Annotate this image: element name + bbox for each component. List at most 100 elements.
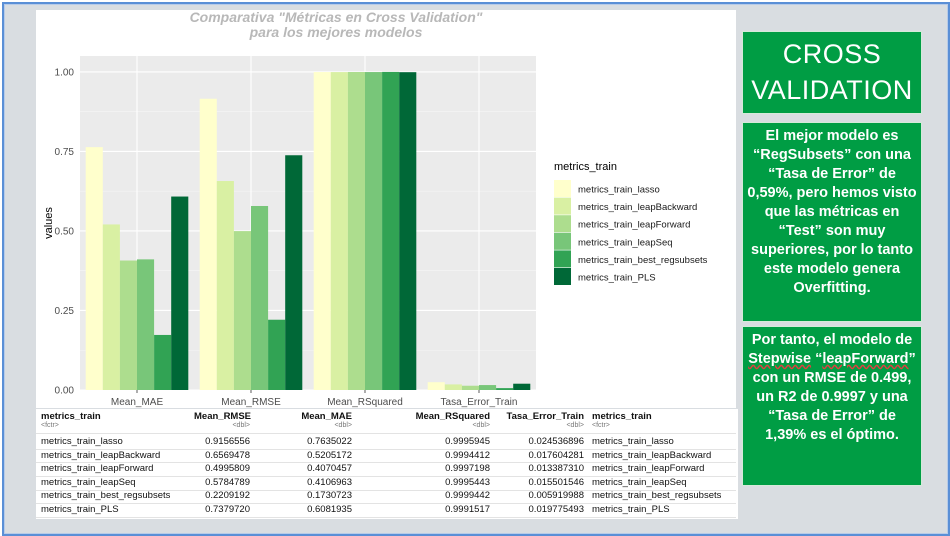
conclusion-text-leapforward: leapForward: [822, 351, 909, 367]
bar-metrics_train_PLS-Tasa_Error_Train: [513, 383, 531, 390]
conclusion-text-2c: ” con un RMSE de 0.499, un R2 de 0.9997 …: [752, 351, 916, 443]
bar-metrics_train_leapForward-Mean_MAE: [119, 260, 137, 390]
bar-metrics_train_leapSeq-Mean_MAE: [137, 259, 155, 390]
bar-metrics_train_leapForward-Mean_RMSE: [233, 231, 251, 390]
table-header-divider: [36, 433, 736, 434]
table-header-type: <dbl>: [334, 422, 352, 429]
bar-metrics_train_lasso-Mean_RSquared: [313, 72, 331, 390]
chart-title-line1: Comparativa "Métricas en Cross Validatio…: [189, 9, 483, 25]
legend-swatch-metrics_train_best_regsubsets: [554, 250, 571, 268]
y-tick-label: 0.25: [55, 306, 75, 317]
table-cell: 0.9997198: [445, 463, 490, 475]
table-cell: metrics_train_PLS: [41, 504, 119, 515]
bar-metrics_train_best_regsubsets-Tasa_Error_Train: [496, 388, 514, 390]
table-cell: 0.017604281: [528, 449, 584, 461]
table-header-type: <fctr>: [41, 422, 59, 429]
table-header: metrics_train: [592, 411, 652, 422]
y-tick-label: 0.50: [55, 226, 75, 237]
table-header-type: <dbl>: [566, 422, 584, 429]
bar-metrics_train_leapBackward-Tasa_Error_Train: [444, 384, 462, 390]
table-cell: 0.019775493: [528, 504, 584, 515]
table-cell: 0.4995809: [205, 463, 250, 475]
bar-metrics_train_leapSeq-Mean_RMSE: [251, 205, 269, 390]
legend-label: metrics_train_leapBackward: [578, 202, 697, 213]
table-cell: 0.013387310: [528, 463, 584, 475]
y-tick-label: 1.00: [55, 67, 75, 78]
table-cell: metrics_train_leapBackward: [41, 449, 161, 461]
y-tick-label: 0.75: [55, 147, 75, 158]
bar-metrics_train_lasso-Mean_RMSE: [199, 98, 217, 390]
table-header: metrics_train: [41, 411, 101, 422]
table-cell: 0.7635022: [307, 436, 352, 447]
table-cell: 0.5784789: [205, 476, 250, 488]
bar-metrics_train_leapBackward-Mean_MAE: [102, 224, 120, 390]
chart-title: Comparativa "Métricas en Cross Validatio…: [36, 10, 636, 40]
y-axis-label: values: [43, 207, 55, 239]
legend-swatch-metrics_train_leapSeq: [554, 232, 571, 250]
y-tick-label: 0.00: [55, 386, 75, 397]
side-title-box: CROSS VALIDATION: [742, 31, 922, 114]
table-cell: metrics_train_leapSeq: [41, 476, 136, 488]
bar-metrics_train_PLS-Mean_RMSE: [285, 155, 303, 390]
x-tick-label: Mean_RSquared: [327, 397, 403, 408]
table-cell: 0.9991517: [445, 504, 490, 515]
table-header: Tasa_Error_Train: [506, 411, 584, 422]
table-cell: 0.9995945: [445, 436, 490, 447]
bar-metrics_train_leapBackward-Mean_RMSE: [216, 181, 234, 390]
table-header: Mean_RMSE: [194, 411, 252, 422]
legend-swatch-metrics_train_lasso: [554, 180, 571, 197]
legend-label: metrics_train_lasso: [578, 185, 660, 196]
bar-metrics_train_PLS-Mean_RSquared: [399, 72, 417, 390]
table-row-divider: [36, 503, 736, 505]
table-cell: 0.015501546: [528, 476, 584, 488]
bar-chart: 0.00 0.25 0.50 0.75 1.00 Mean_MAE Mean_RMSE Mea…: [43, 56, 708, 408]
table-cell: metrics_train_lasso: [592, 436, 674, 447]
legend-title: metrics_train: [554, 161, 617, 173]
table-cell: 0.4106963: [307, 476, 352, 488]
table-cell: metrics_train_leapForward: [592, 463, 705, 475]
bar-metrics_train_leapBackward-Mean_RSquared: [330, 72, 348, 390]
x-tick-label: Mean_RMSE: [221, 397, 281, 408]
table-cell: metrics_train_leapBackward: [592, 449, 712, 461]
table-header: Mean_MAE: [301, 411, 352, 422]
bar-metrics_train_lasso-Mean_MAE: [85, 147, 103, 390]
legend-label: metrics_train_best_regsubsets: [578, 255, 708, 266]
table-cell: 0.9156556: [205, 436, 250, 447]
table-cell: metrics_train_leapForward: [41, 463, 154, 475]
table-cell: 0.2209192: [205, 490, 250, 502]
chart-panel: Comparativa "Métricas en Cross Validatio…: [36, 10, 736, 408]
table-cell: metrics_train_best_regsubsets: [41, 490, 171, 502]
bar-metrics_train_leapSeq-Mean_RSquared: [365, 72, 383, 390]
bar-metrics_train_PLS-Mean_MAE: [171, 196, 189, 390]
side-title-line2: VALIDATION: [751, 75, 913, 105]
table-cell: 0.005919988: [528, 490, 584, 502]
table-row-divider: [36, 476, 736, 477]
table-cell: 0.6081935: [307, 504, 352, 515]
table-row-divider: [36, 516, 736, 518]
table-header: Mean_RSquared: [415, 411, 490, 422]
x-tick-label: Mean_MAE: [111, 397, 164, 408]
table-cell: metrics_train_best_regsubsets: [592, 490, 722, 502]
side-title-line1: CROSS: [782, 39, 882, 69]
bar-metrics_train_leapForward-Tasa_Error_Train: [461, 385, 479, 390]
conclusion-box-overfitting: El mejor modelo es “RegSubsets” con una …: [742, 122, 922, 322]
conclusion-box-optimal: Por tanto, el modelo de Stepwise “leapFo…: [742, 326, 922, 486]
table-cell: 0.9995443: [445, 476, 490, 488]
chart-title-line2: para los mejores modelos: [249, 24, 423, 40]
table-cell: 0.9994412: [445, 449, 490, 461]
table-cell: 0.7379720: [205, 504, 250, 515]
legend-swatch-metrics_train_leapForward: [554, 215, 571, 233]
table-cell: 0.1730723: [307, 490, 352, 502]
table-cell: 0.4070457: [307, 463, 352, 475]
bar-metrics_train_leapForward-Mean_RSquared: [347, 71, 365, 390]
bar-metrics_train_leapSeq-Tasa_Error_Train: [479, 385, 497, 390]
table-header-type: <fctr>: [592, 422, 610, 429]
table-cell: metrics_train_PLS: [592, 504, 670, 515]
table-cell: 0.6569478: [205, 449, 250, 461]
conclusion-text-1: El mejor modelo es “RegSubsets” con una …: [747, 128, 917, 296]
table-row-divider: [36, 489, 736, 491]
table-row-divider: [36, 448, 736, 450]
legend-label: metrics_train_leapSeq: [578, 237, 673, 248]
table-cell: 0.5205172: [307, 449, 352, 461]
metrics-table: metrics_train <fctr> Mean_RMSE <dbl> Mean_MA…: [36, 409, 738, 519]
